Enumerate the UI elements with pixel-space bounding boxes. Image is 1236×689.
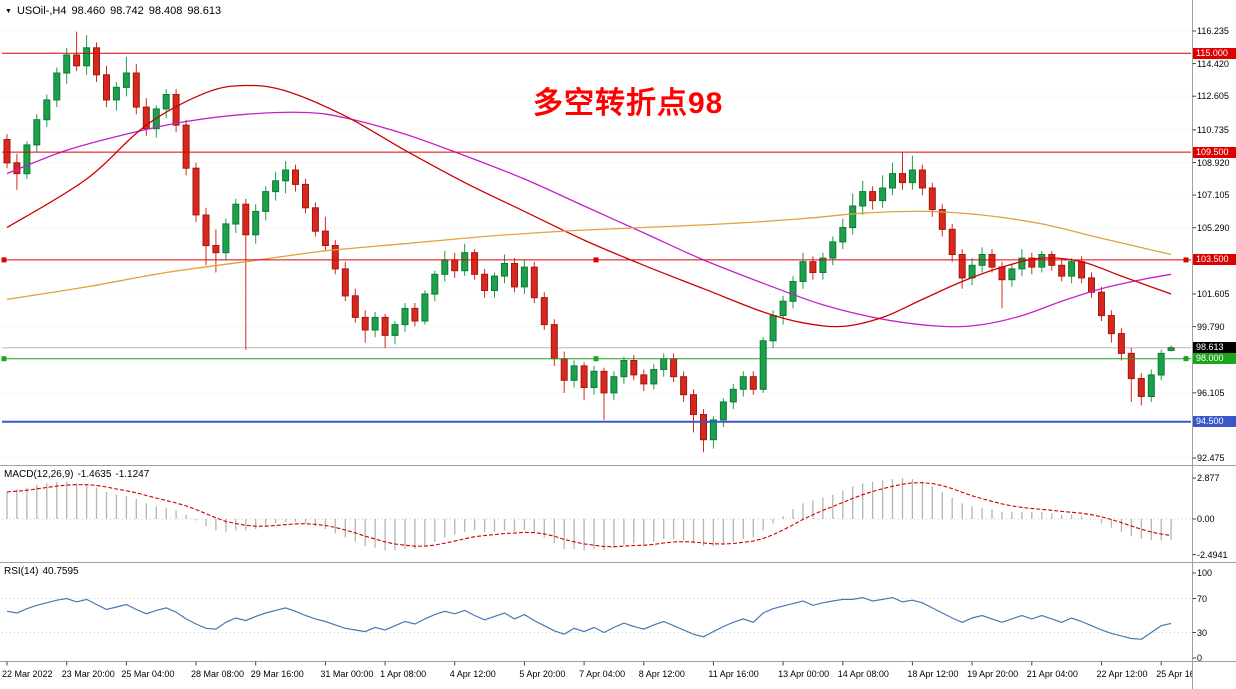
time-axis-label: 28 Mar 08:00 [191, 669, 245, 679]
grid-lines [2, 30, 1191, 633]
time-axis-label: 23 Mar 20:00 [61, 669, 115, 679]
hline-98.000[interactable] [1, 356, 1192, 362]
time-axis-label: 1 Apr 08:00 [380, 669, 427, 679]
hline-handle[interactable] [1, 356, 7, 362]
price-scale-label: 92.475 [1197, 453, 1225, 464]
time-axis-label: 5 Apr 20:00 [519, 669, 566, 679]
quote-bar: ▼ USOil-,H4 98.460 98.742 98.408 98.613 [5, 5, 226, 17]
price-scale-label: 99.790 [1197, 321, 1225, 332]
price-axis: 116.235 114.420 112.605 110.735 108.920 107.1… [1192, 0, 1236, 689]
ma-magenta-line [6, 111, 1172, 328]
macd-signal-value: -1.1247 [115, 469, 150, 480]
rsi-name: RSI(14) [4, 566, 39, 577]
hline-handle[interactable] [1183, 356, 1189, 362]
macd-scale-label: 0.00 [1197, 514, 1215, 524]
symbol-dropdown-icon[interactable]: ▼ [5, 8, 12, 15]
rsi-scale-label: 100 [1197, 568, 1213, 578]
hline-103.500[interactable] [1, 257, 1192, 263]
price-scale-label: 116.235 [1197, 26, 1229, 36]
ma-red-line [6, 84, 1172, 328]
time-axis-label: 29 Mar 16:00 [250, 669, 304, 679]
axis-ticks [6, 30, 1196, 666]
quote-open: 98.460 [71, 5, 106, 17]
time-axis-label: 31 Mar 00:00 [320, 669, 374, 679]
time-axis-label: 22 Mar 2022 [2, 669, 53, 679]
price-level-label: 103.500 [1193, 254, 1236, 266]
price-scale-label: 107.105 [1197, 190, 1230, 201]
price-level-label: 94.500 [1193, 416, 1236, 428]
macd-scale-label: -2.4941 [1197, 549, 1228, 560]
quote-high: 98.742 [110, 5, 144, 17]
price-scale-label: 112.605 [1197, 91, 1229, 102]
time-axis: 22 Mar 2022 23 Mar 20:00 25 Mar 04:00 28 Ma… [0, 666, 1192, 686]
macd-scale-label: 2.877 [1197, 473, 1220, 483]
quote-low: 98.408 [148, 5, 183, 17]
macd-name: MACD(12,26,9) [4, 469, 74, 480]
price-scale-label: 96.105 [1197, 387, 1225, 398]
time-axis-label: 13 Apr 00:00 [778, 669, 830, 679]
time-axis-label: 25 Mar 04:00 [121, 669, 175, 679]
time-axis-label: 8 Apr 12:00 [638, 669, 685, 679]
time-axis-label: 11 Apr 16:00 [708, 669, 759, 679]
ma-orange-line [6, 210, 1172, 301]
price-scale-label: 105.290 [1197, 222, 1230, 233]
time-axis-label: 18 Apr 12:00 [907, 669, 959, 679]
time-axis-label: 22 Apr 12:00 [1096, 669, 1148, 679]
time-axis-label: 4 Apr 12:00 [449, 669, 496, 679]
price-level-label: 98.000 [1193, 353, 1236, 365]
hline-handle[interactable] [593, 356, 599, 362]
rsi-value: 40.7595 [42, 566, 79, 577]
current-price-label: 98.613 [1193, 342, 1236, 354]
macd-value: -1.4635 [77, 469, 112, 480]
price-scale-label: 101.605 [1197, 289, 1230, 299]
price-level-label: 109.500 [1193, 146, 1236, 158]
hline-handle[interactable] [593, 257, 599, 263]
time-axis-label: 14 Apr 08:00 [837, 669, 889, 679]
rsi-indicator-label: RSI(14) 40.7595 [4, 566, 83, 577]
price-level-label: 115.000 [1193, 47, 1236, 59]
quote-close: 98.613 [187, 5, 222, 17]
rsi-scale-label: 70 [1197, 593, 1208, 604]
annotation-text[interactable]: 多空转折点98 [533, 87, 724, 120]
macd-signal-line [6, 482, 1172, 548]
time-axis-label: 21 Apr 04:00 [1026, 669, 1078, 679]
time-axis-label: 19 Apr 20:00 [967, 669, 1019, 679]
macd-histogram [6, 478, 1172, 551]
macd-indicator-label: MACD(12,26,9) -1.4635 -1.1247 [4, 469, 153, 480]
hline-handle[interactable] [1183, 257, 1189, 263]
hline-handle[interactable] [1, 257, 7, 263]
rsi-scale-label: 30 [1197, 627, 1208, 638]
symbol-timeframe-label: USOil-,H4 [16, 5, 67, 17]
price-scale-label: 108.920 [1197, 157, 1230, 168]
time-axis-label: 7 Apr 04:00 [579, 669, 626, 679]
candlesticks [3, 31, 1175, 453]
price-scale-label: 114.420 [1197, 58, 1229, 69]
rsi-line [6, 596, 1172, 640]
time-axis-label: 25 Apr 16:00 [1156, 669, 1192, 679]
price-scale-label: 110.735 [1197, 124, 1229, 135]
rsi-scale-label: 0 [1197, 653, 1203, 663]
